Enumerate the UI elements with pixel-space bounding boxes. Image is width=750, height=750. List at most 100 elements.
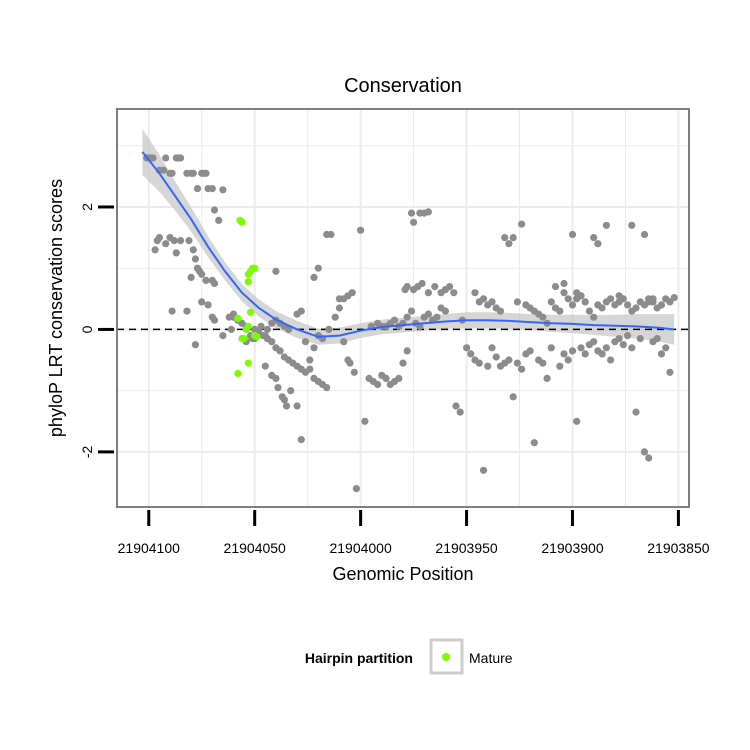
data-point — [361, 417, 369, 425]
data-point — [170, 237, 178, 245]
data-point — [418, 279, 426, 288]
mature-data-point — [234, 369, 242, 378]
data-point — [598, 304, 606, 312]
data-point — [530, 439, 538, 447]
legend-key-box — [429, 638, 464, 675]
data-point — [327, 230, 335, 239]
data-point — [433, 313, 441, 321]
data-point — [441, 307, 449, 315]
legend-entry-mature: Mature — [469, 650, 513, 666]
data-point — [568, 347, 577, 355]
data-point — [323, 384, 331, 392]
data-point — [590, 313, 598, 321]
data-point — [513, 298, 522, 306]
data-point — [564, 356, 572, 364]
data-point — [168, 307, 176, 315]
data-point — [219, 186, 227, 194]
data-point — [172, 249, 180, 257]
x-axis-ticks: 21904100 21904050 21904000 21903950 21903900… — [118, 510, 710, 556]
data-point — [191, 255, 199, 263]
data-point — [547, 344, 555, 352]
data-point — [568, 301, 577, 309]
data-point — [577, 344, 585, 352]
data-point — [573, 417, 581, 425]
mature-data-point — [251, 264, 259, 272]
data-point — [590, 338, 598, 346]
data-point — [424, 208, 432, 216]
data-point — [581, 350, 589, 358]
data-point — [160, 166, 168, 174]
data-point — [149, 154, 157, 162]
data-point — [607, 356, 615, 364]
x-axis-label: Genomic Position — [332, 564, 473, 584]
data-point — [155, 234, 163, 242]
data-point — [632, 304, 640, 312]
data-point — [615, 335, 623, 343]
data-point — [666, 368, 674, 376]
y-axis-ticks: -2 0 2 — [79, 203, 114, 458]
data-point — [649, 295, 657, 303]
data-point — [183, 307, 191, 315]
data-point — [624, 332, 632, 340]
data-point — [488, 344, 496, 352]
x-tick-label: 21904050 — [224, 540, 287, 556]
data-point — [189, 246, 197, 254]
data-point — [202, 169, 210, 177]
data-point — [331, 313, 339, 321]
data-point — [263, 325, 271, 333]
chart-title: Conservation — [344, 75, 462, 97]
data-point — [501, 234, 509, 242]
data-point — [257, 322, 265, 330]
data-point — [162, 154, 170, 162]
data-point — [568, 230, 577, 239]
data-point — [285, 325, 293, 333]
data-point — [287, 387, 295, 395]
data-point — [340, 338, 348, 346]
y-axis-label: phyloP LRT conservation scores — [46, 179, 66, 437]
data-point — [645, 454, 653, 462]
mature-data-point — [244, 278, 252, 286]
data-point — [632, 408, 640, 416]
data-point — [653, 335, 661, 343]
data-point — [640, 448, 649, 456]
data-point — [484, 362, 492, 370]
data-point — [657, 350, 666, 358]
data-point — [407, 307, 416, 315]
x-tick-label: 21903950 — [435, 540, 498, 556]
mature-data-point — [246, 308, 255, 316]
data-point — [261, 332, 269, 340]
data-point — [488, 298, 496, 306]
data-point — [446, 283, 454, 291]
mature-data-point — [238, 218, 246, 226]
data-point — [202, 276, 210, 284]
data-point — [350, 368, 358, 376]
data-point — [193, 185, 202, 193]
data-point — [640, 230, 649, 239]
data-point — [479, 466, 488, 474]
data-point — [335, 295, 343, 303]
data-point — [198, 298, 206, 306]
data-point — [314, 264, 322, 272]
data-point — [403, 347, 411, 355]
data-point — [496, 307, 505, 315]
x-tick-label: 21903900 — [541, 540, 604, 556]
data-point — [306, 365, 314, 373]
legend-title: Hairpin partition — [305, 650, 413, 666]
data-point — [509, 234, 517, 242]
mature-data-point — [234, 314, 242, 322]
data-point — [539, 359, 547, 367]
plot-border — [116, 108, 690, 508]
y-tick-label: -2 — [79, 445, 95, 458]
data-point — [403, 313, 411, 321]
data-point — [607, 295, 615, 303]
data-point — [306, 356, 314, 364]
data-point — [276, 347, 284, 355]
data-point — [390, 316, 399, 324]
data-point — [410, 218, 418, 226]
data-point — [662, 344, 670, 352]
x-tick-label: 21904000 — [329, 540, 392, 556]
data-point — [551, 283, 560, 291]
data-point — [594, 240, 602, 248]
data-point — [590, 234, 598, 242]
data-point — [585, 307, 594, 315]
